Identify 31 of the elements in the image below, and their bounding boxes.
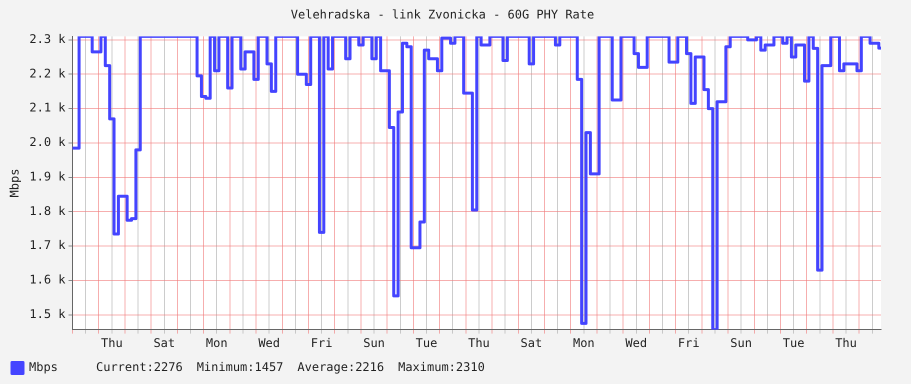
chart-title: Velehradska - link Zvonicka - 60G PHY Rate bbox=[290, 7, 594, 22]
y-tick-label: 1.5 k bbox=[29, 306, 66, 321]
x-tick-label: Wed bbox=[258, 336, 280, 350]
text: Minimum:1457 bbox=[196, 360, 284, 374]
y-tick-label: 1.7 k bbox=[29, 238, 66, 252]
x-tick-label: Mon bbox=[206, 336, 228, 350]
x-tick-label: Sun bbox=[363, 336, 385, 350]
text: Maximum:2310 bbox=[398, 360, 485, 374]
text: Current:2276 bbox=[96, 360, 183, 374]
text: Average:2216 bbox=[297, 360, 384, 374]
y-tick-label: 1.8 k bbox=[29, 204, 66, 218]
legend-label: Mbps bbox=[29, 360, 58, 374]
y-tick-label: 1.6 k bbox=[29, 272, 66, 287]
x-tick-label: Sat bbox=[153, 336, 176, 350]
x-tick-label: Thu bbox=[835, 336, 857, 350]
x-tick-label: Tue bbox=[416, 336, 438, 350]
x-tick-label: Mon bbox=[572, 336, 595, 350]
y-axis-title: Mbps bbox=[7, 168, 22, 198]
y-tick-label: 2.0 k bbox=[29, 135, 66, 150]
x-tick-label: Tue bbox=[782, 336, 804, 350]
y-tick-label: 2.2 k bbox=[29, 66, 66, 80]
x-tick-label: Fri bbox=[678, 336, 700, 350]
y-tick-label: 1.9 k bbox=[29, 169, 66, 184]
y-tick-label: 2.1 k bbox=[29, 100, 66, 115]
x-tick-label: Fri bbox=[310, 336, 332, 350]
x-tick-label: Thu bbox=[101, 336, 123, 350]
x-tick-label: Thu bbox=[468, 336, 490, 350]
x-tick-label: Sat bbox=[520, 336, 542, 350]
x-tick-label: Sun bbox=[730, 336, 752, 350]
x-tick-label: Wed bbox=[625, 336, 648, 350]
y-tick-label: 2.3 k bbox=[29, 32, 66, 46]
